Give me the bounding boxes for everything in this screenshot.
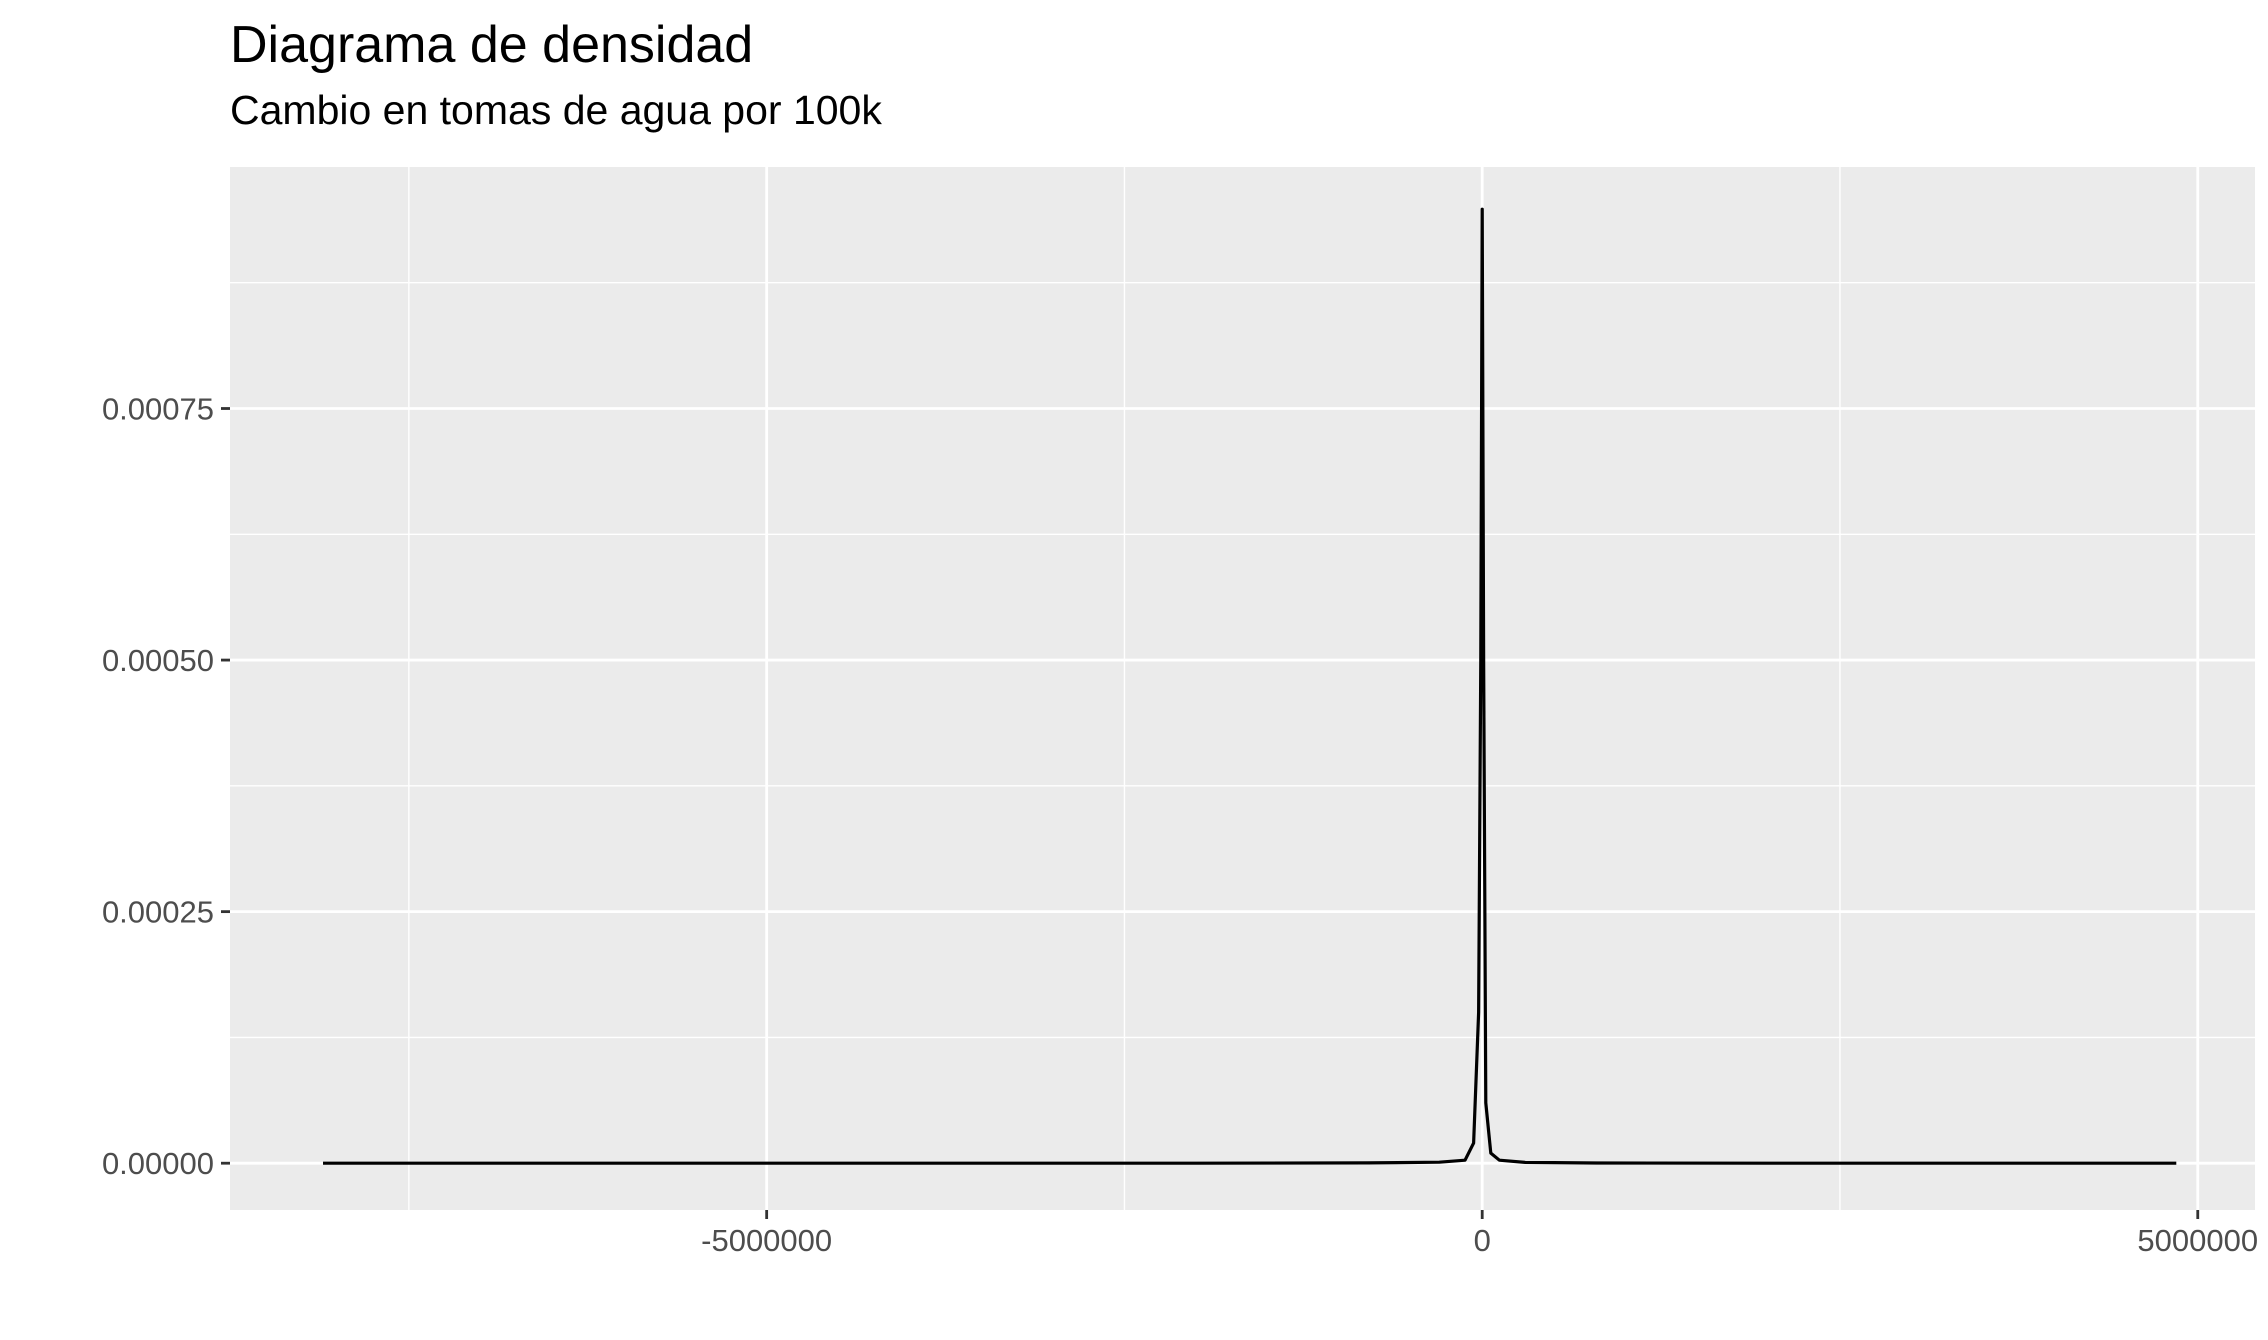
x-tick-label: 5000000: [2137, 1223, 2258, 1258]
chart-header: Diagrama de densidad Cambio en tomas de …: [230, 10, 882, 140]
y-tick-label: 0.00000: [102, 1146, 214, 1181]
y-tick-label: 0.00025: [102, 895, 214, 930]
x-axis: -5000000 0 5000000: [701, 1210, 2258, 1258]
minor-gridlines: [230, 167, 2255, 1210]
x-tick-label: -5000000: [701, 1223, 832, 1258]
chart-subtitle: Cambio en tomas de agua por 100k: [230, 87, 882, 133]
y-tick-label: 0.00050: [102, 643, 214, 678]
y-tick-label: 0.00075: [102, 392, 214, 427]
x-tick-label: 0: [1474, 1223, 1491, 1258]
plot-panel: [230, 167, 2255, 1210]
chart-title: Diagrama de densidad: [230, 16, 754, 74]
density-curve: [323, 207, 2177, 1165]
y-axis: 0.00000 0.00025 0.00050 0.00075: [102, 392, 230, 1181]
